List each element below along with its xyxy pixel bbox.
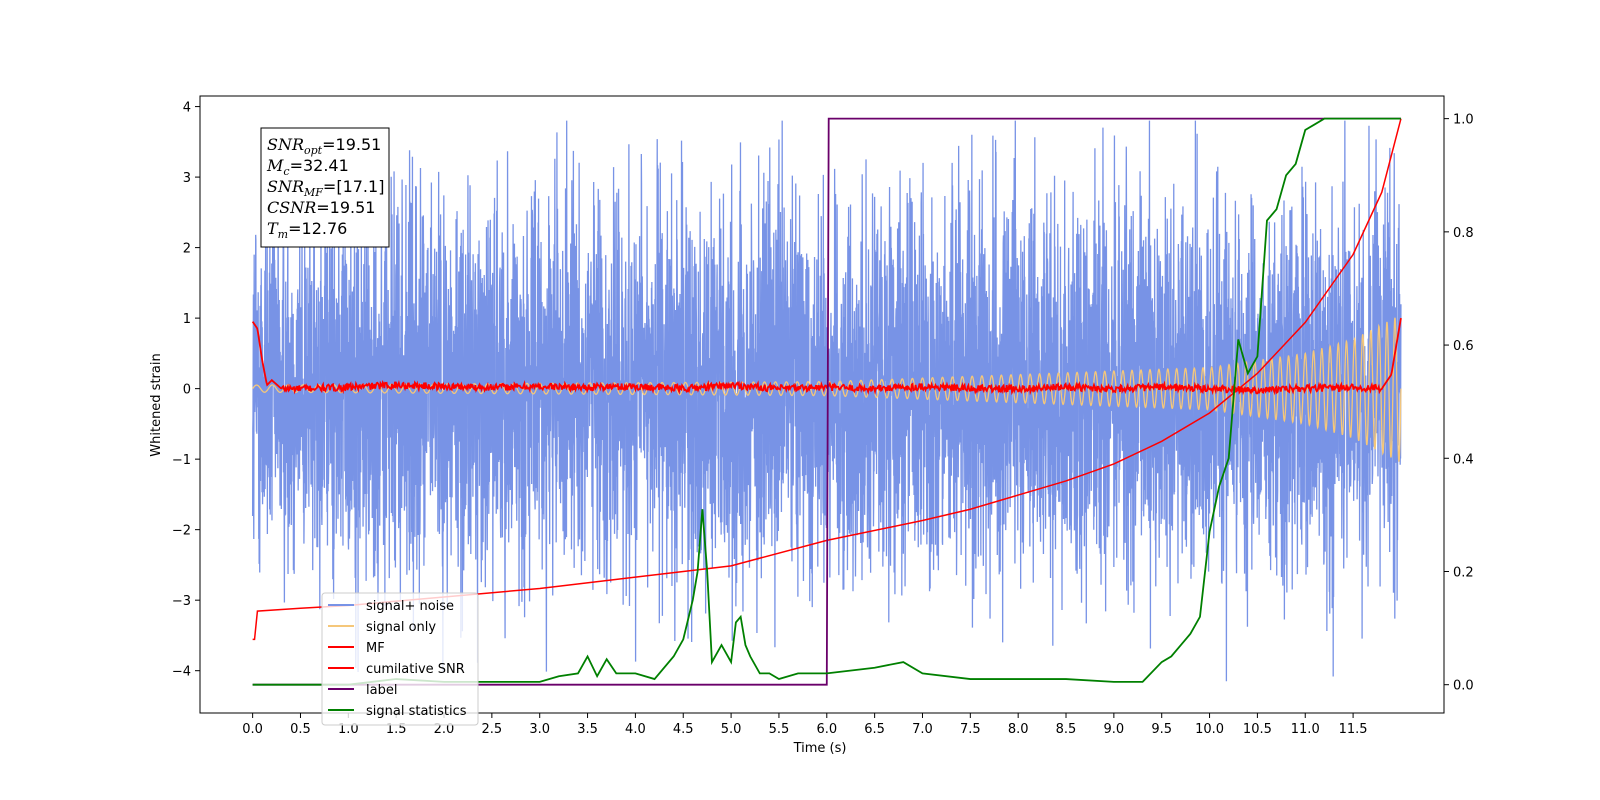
y-left-tick-label: −1 (172, 453, 191, 468)
series-mf-line (251, 317, 1402, 396)
x-tick-label: 11.5 (1339, 722, 1368, 737)
y-right-tick-label: 0.8 (1453, 226, 1474, 241)
y-right-tick-label: 0.4 (1453, 452, 1474, 467)
legend-entry: cumilative SNR (366, 662, 465, 677)
annotation-frame (260, 127, 390, 248)
legend-entry: signal+ noise (366, 599, 454, 614)
y-left-tick-label: −3 (172, 594, 191, 609)
y-axis-label: Whitened strain (149, 353, 164, 456)
annotation-line: Tm=12.76 (267, 219, 347, 241)
x-tick-label: 7.5 (960, 722, 981, 737)
x-tick-label: 5.5 (769, 722, 790, 737)
y-left-tick-label: −4 (172, 665, 191, 680)
x-tick-label: 8.0 (1008, 722, 1029, 737)
x-tick-label: 10.0 (1195, 722, 1224, 737)
series-label-line (252, 117, 1401, 686)
legend-entry: MF (366, 641, 385, 656)
legend-entry: signal statistics (366, 704, 467, 719)
x-tick-label: 10.5 (1243, 722, 1272, 737)
y-left-tick-label: 2 (183, 242, 191, 257)
legend-entry: label (366, 683, 397, 698)
series-signal-statistics-line (252, 117, 1401, 686)
x-tick-label: 2.0 (434, 722, 455, 737)
x-tick-label: 9.0 (1104, 722, 1125, 737)
series-signal-noise-line (251, 120, 1402, 682)
x-tick-label: 4.5 (673, 722, 694, 737)
y-left-tick-label: 3 (183, 171, 191, 186)
annotation-line: SNRMF=[17.1] (267, 177, 384, 199)
y-right-tick-label: 1.0 (1453, 113, 1474, 128)
x-tick-label: 5.0 (721, 722, 742, 737)
x-tick-label: 0.0 (242, 722, 263, 737)
y-left-tick-label: 0 (183, 383, 191, 398)
annotation-line: CSNR=19.51 (267, 198, 375, 217)
y-left-tick-label: −2 (172, 524, 191, 539)
x-tick-label: 4.0 (625, 722, 646, 737)
plot-frame (199, 95, 1445, 714)
x-tick-label: 7.0 (912, 722, 933, 737)
y-right-tick-label: 0.6 (1453, 339, 1474, 354)
y-left-tick-label: 4 (183, 101, 191, 116)
annotation-line: Mc=32.41 (266, 156, 349, 178)
y-left-tick-label: 1 (183, 312, 191, 327)
x-tick-label: 3.5 (577, 722, 598, 737)
y-axis-right: 1.0 0.8 0.6 0.4 0.2 0.0 (1444, 113, 1474, 694)
legend-frame (321, 592, 479, 726)
y-right-tick-label: 0.0 (1453, 679, 1474, 694)
x-tick-label: 6.5 (864, 722, 885, 737)
x-tick-label: 11.0 (1291, 722, 1320, 737)
x-tick-label: 6.0 (816, 722, 837, 737)
y-right-tick-label: 0.2 (1453, 565, 1474, 580)
x-tick-label: 1.0 (338, 722, 359, 737)
x-axis: 0.0 0.5 1.0 1.5 2.0 2.5 3.0 3.5 4.0 4.5 5.0 5.5 6.0 6… (242, 713, 1368, 737)
annotation-line: SNRopt=19.51 (267, 135, 381, 157)
x-tick-label: 9.5 (1151, 722, 1172, 737)
x-tick-label: 1.5 (386, 722, 407, 737)
annotation-box: SNRopt=19.51Mc=32.41SNRMF=[17.1]CSNR=19.… (260, 127, 390, 248)
y-axis-left: 4 3 2 1 0 −1 −2 −3 −4 (172, 101, 200, 680)
legend-entry: signal only (366, 620, 436, 635)
legend: signal+ noise signal only MF cumilative SNR… (321, 592, 479, 726)
x-tick-label: 2.5 (482, 722, 503, 737)
x-tick-label: 8.5 (1056, 722, 1077, 737)
x-tick-label: 3.0 (529, 722, 550, 737)
x-tick-label: 0.5 (290, 722, 311, 737)
x-axis-label: Time (s) (793, 741, 847, 756)
